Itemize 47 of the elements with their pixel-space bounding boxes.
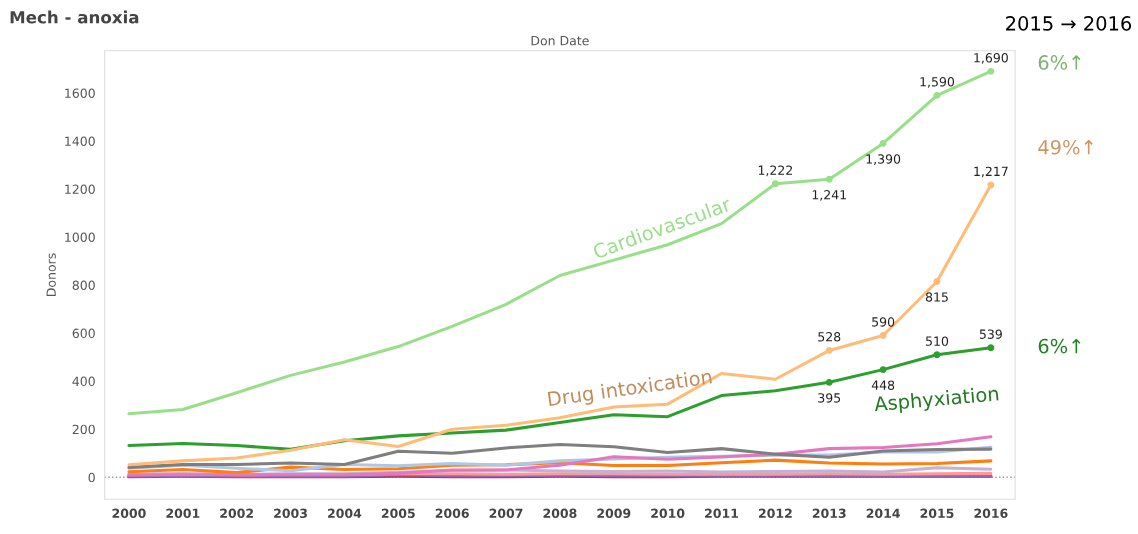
data-label: 590 (872, 317, 895, 327)
data-label: 1,241 (812, 190, 846, 201)
x-tick-label: 2003 (274, 508, 307, 518)
data-label: 395 (818, 393, 841, 403)
data-label: 1,390 (866, 154, 901, 165)
data-label: 1,217 (974, 166, 1008, 178)
chart-title: Mech - anoxia (10, 10, 139, 24)
x-tick-label: 2008 (543, 508, 577, 518)
x-tick-label: 2005 (381, 508, 415, 518)
y-axis-title: Donors (46, 253, 56, 297)
data-label: 1,690 (974, 53, 1008, 64)
x-tick-label: 2013 (812, 508, 846, 518)
text: 2015 → 2016 (1006, 16, 1132, 31)
y-tick-label: 1600 (65, 88, 95, 98)
data-label: 510 (926, 336, 949, 346)
y-tick-label: 0 (88, 472, 95, 483)
x-tick-label: 2007 (489, 508, 523, 518)
x-tick-label: 2010 (651, 508, 685, 518)
x-tick-label: 2000 (112, 508, 146, 518)
y-tick-label: 200 (72, 424, 95, 435)
text: 6%↑ (1038, 338, 1081, 354)
data-label: 448 (871, 380, 895, 390)
y-tick-label: 1000 (65, 232, 95, 242)
x-tick-label: 2011 (705, 508, 739, 518)
x-tick-label: 2002 (220, 508, 253, 518)
data-label: 528 (818, 332, 841, 342)
data-label: 1,590 (920, 77, 955, 88)
data-label: 815 (925, 292, 948, 302)
x-tick-label: 2016 (974, 508, 1008, 518)
y-tick-label: 1400 (65, 136, 95, 146)
x-tick-label: 2004 (328, 508, 362, 518)
text: Drug intoxication (547, 368, 713, 411)
text: 49%↑ (1038, 139, 1093, 155)
text: 6%↑ (1038, 55, 1081, 70)
data-label: 539 (979, 329, 1002, 339)
x-tick-label: 2001 (166, 508, 200, 518)
data-label: 1,222 (758, 165, 793, 177)
x-tick-label: 2009 (597, 508, 631, 518)
x-tick-label: 2015 (920, 508, 954, 518)
x-axis-title: Don Date (531, 36, 589, 46)
y-tick-label: 1200 (65, 184, 95, 194)
y-tick-label: 600 (72, 328, 95, 339)
x-tick-label: 2006 (435, 508, 469, 518)
x-tick-label: 2014 (866, 508, 900, 518)
y-tick-label: 400 (72, 376, 95, 387)
y-tick-label: 800 (72, 280, 95, 291)
x-tick-label: 2012 (758, 508, 792, 518)
